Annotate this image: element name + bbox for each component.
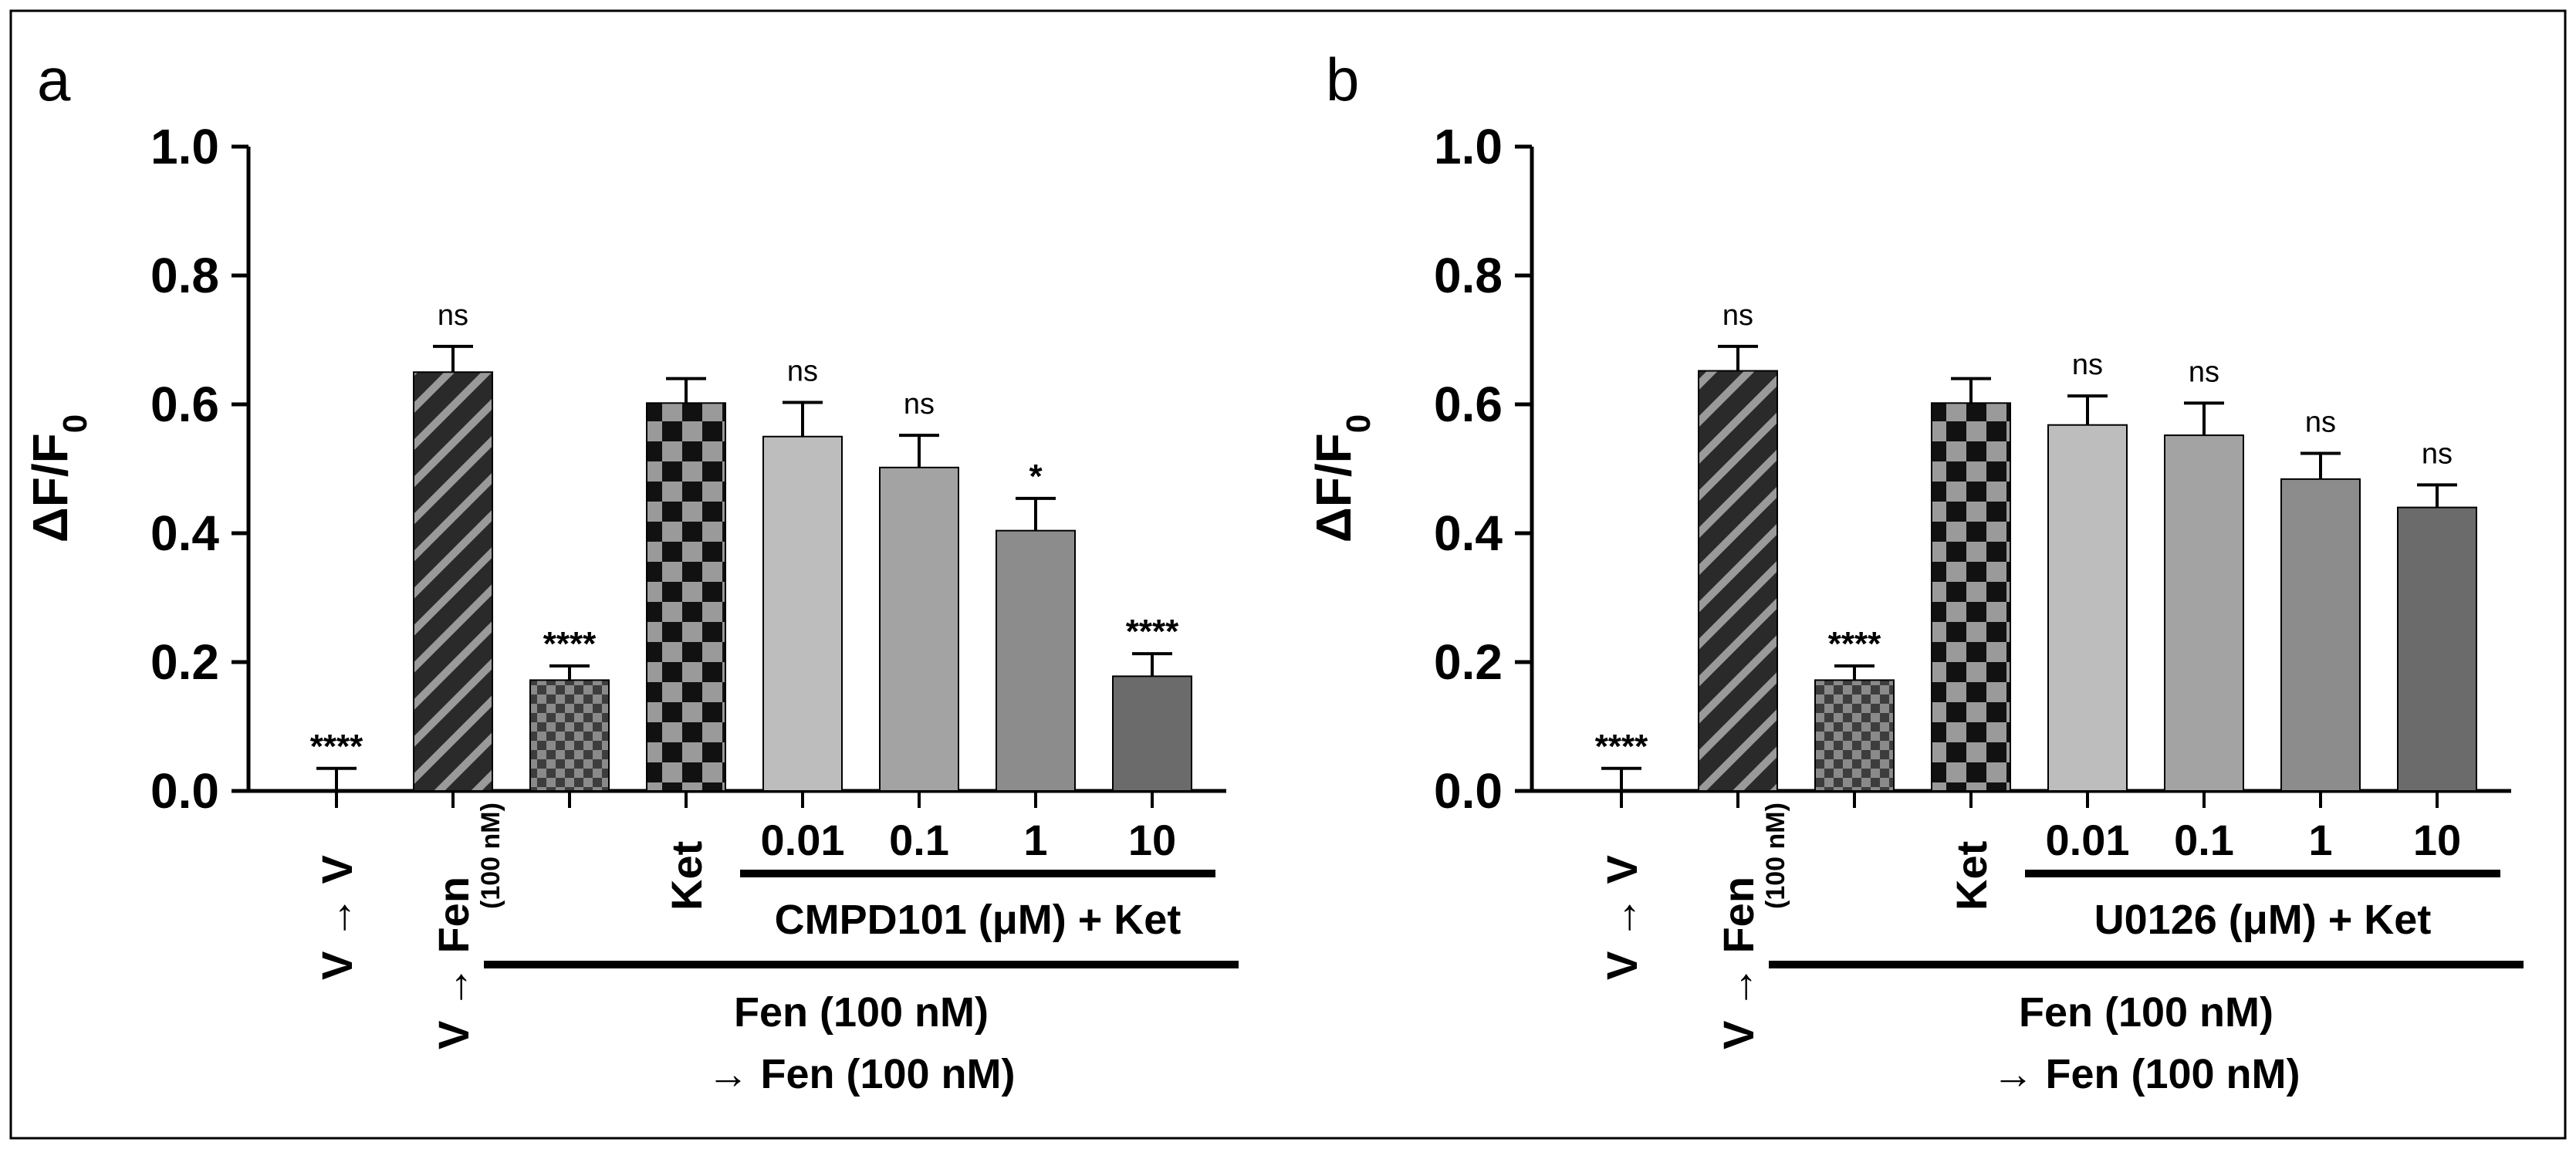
drug-label: CMPD101 (μM) + Ket [775,897,1182,943]
significance-label: ns [2189,356,2219,388]
panel-letter: b [1326,46,1359,113]
x-label-ket: Ket [1947,841,1996,911]
x-label-v-v: V → V [313,855,361,980]
group-label-line1: Fen (100 nM) [2019,989,2273,1036]
bar-c001 [762,435,843,792]
significance-label: **** [543,625,597,663]
y-tick-label: 0.2 [1434,634,1503,690]
bar-fen-fen [529,679,610,792]
panel-letter: a [37,46,71,113]
significance-label: ns [787,355,818,387]
x-label-c1: 1 [1023,816,1047,864]
bar-v-fen [413,371,493,792]
bar-c01 [879,466,959,792]
x-label-c10: 10 [1128,816,1176,864]
x-sublabel-v-fen: (100 nM) [476,803,505,909]
y-axis-label: ΔF/F0 [22,414,94,542]
x-label-u001: 0.01 [2046,816,2130,864]
y-tick-label: 0.4 [150,505,219,561]
bar-fen-fen [1814,679,1895,792]
group-label-line2: → Fen (100 nM) [707,1051,1015,1097]
x-label-u10: 10 [2413,816,2461,864]
significance-label: ns [2072,349,2103,381]
group-label-line2: → Fen (100 nM) [1992,1051,2300,1097]
y-tick-label: 1.0 [1434,119,1503,174]
significance-label: ns [2422,438,2453,470]
significance-label: ns [438,299,468,332]
bar-v-fen [1698,370,1778,792]
x-label-c001: 0.01 [761,816,845,864]
x-label-v-v: V → V [1597,855,1646,980]
y-tick-label: 0.0 [1434,763,1503,819]
bar-c10 [1112,675,1192,792]
bar-u1 [2280,478,2361,792]
x-label-u1: 1 [2308,816,2332,864]
x-label-u01: 0.1 [2174,816,2234,864]
x-label-c01: 0.1 [889,816,949,864]
y-tick-label: 0.0 [150,763,219,819]
significance-label: ns [2305,406,2336,438]
x-label-v-fen: V → Fen [1714,877,1763,1049]
y-tick-label: 0.8 [1434,248,1503,303]
y-tick-label: 0.8 [150,248,219,303]
panel-a: a 0.0 0.2 0.4 0.6 0.8 1.0 ΔF/F0 **** V → V ns V → F… [22,46,1239,1097]
significance-label: ns [1722,299,1753,332]
x-label-ket: Ket [662,841,711,911]
y-tick-label: 0.6 [1434,377,1503,432]
x-sublabel-v-fen: (100 nM) [1761,803,1790,909]
significance-label: **** [1595,728,1648,765]
y-tick-label: 0.2 [150,634,219,690]
y-axis-label: ΔF/F0 [1306,414,1378,542]
significance-label: **** [1828,625,1881,663]
bar-c1 [996,529,1076,792]
y-tick-label: 1.0 [150,119,219,174]
significance-label: **** [1126,613,1179,651]
bar-ket [646,402,726,792]
y-tick-label: 0.6 [150,377,219,432]
x-label-v-fen: V → Fen [429,877,478,1049]
significance-label: ns [904,388,935,421]
drug-label: U0126 (μM) + Ket [2094,897,2432,943]
significance-label: **** [310,728,363,765]
group-label-line1: Fen (100 nM) [734,989,989,1036]
bar-u10 [2397,506,2477,792]
significance-label: * [1029,458,1043,495]
bar-u01 [2164,434,2244,792]
panel-b: b 0.0 0.2 0.4 0.6 0.8 1.0 ΔF/F0 **** V → V ns V → F… [1306,46,2524,1097]
y-tick-label: 0.4 [1434,505,1503,561]
figure-frame [9,9,2567,1140]
bar-u001 [2047,424,2128,792]
bar-ket [1931,402,2011,792]
